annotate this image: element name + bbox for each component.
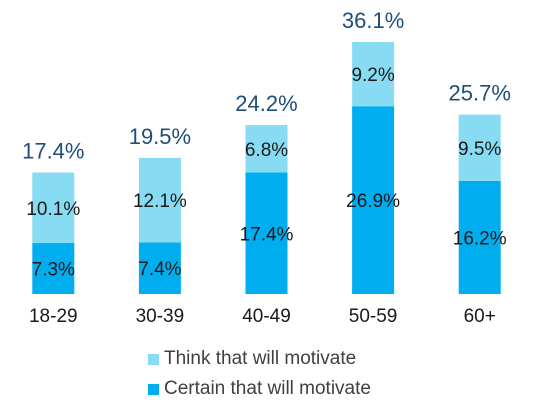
legend-swatch-certain [148,383,159,395]
total-label-18-29: 17.4% [22,139,84,164]
legend-item-certain: Certain that will motivate [148,374,371,404]
category-label-40-49: 40-49 [242,306,291,327]
bar-segment-think-50-59 [352,42,395,107]
total-label-50-59: 36.1% [342,8,404,33]
legend-item-think: Think that will motivate [148,344,371,374]
bar-segment-think-60+ [458,114,501,181]
bar-segment-think-30-39 [138,157,181,243]
total-label-40-49: 24.2% [235,91,297,116]
data-label-certain-18-29: 7.3% [32,260,75,281]
legend-label-certain: Certain that will motivate [164,378,371,399]
data-label-certain-40-49: 17.4% [240,224,294,245]
chart-legend: Think that will motivate Certain that wi… [148,344,371,404]
stacked-bar-chart: 7.3% 10.1% 17.4% 18-29 7.4% 12.1% 19.5% 30-39 17… [22,8,511,327]
data-label-certain-60+: 16.2% [453,228,507,249]
bar-segment-certain-60+ [458,180,501,294]
category-label-50-59: 50-59 [349,306,398,327]
category-label-60+: 60+ [464,306,496,327]
bar-segment-certain-50-59 [352,106,395,294]
data-label-think-60+: 9.5% [458,139,501,160]
bar-segment-think-40-49 [245,125,288,173]
bar-segment-certain-30-39 [138,242,181,294]
data-label-think-30-39: 12.1% [133,191,187,212]
legend-swatch-think [148,353,159,365]
data-label-certain-50-59: 26.9% [346,191,400,212]
data-label-certain-30-39: 7.4% [138,259,181,280]
total-label-60+: 25.7% [449,81,511,106]
category-label-30-39: 30-39 [136,306,185,327]
bar-segment-certain-40-49 [245,172,288,294]
total-label-30-39: 19.5% [129,124,191,149]
data-label-think-18-29: 10.1% [26,199,80,220]
bar-segment-certain-18-29 [32,243,75,294]
legend-label-think: Think that will motivate [164,348,357,369]
category-label-18-29: 18-29 [29,306,78,327]
data-label-think-50-59: 9.2% [351,65,394,86]
data-label-think-40-49: 6.8% [245,140,288,161]
bar-segment-think-18-29 [32,172,75,244]
